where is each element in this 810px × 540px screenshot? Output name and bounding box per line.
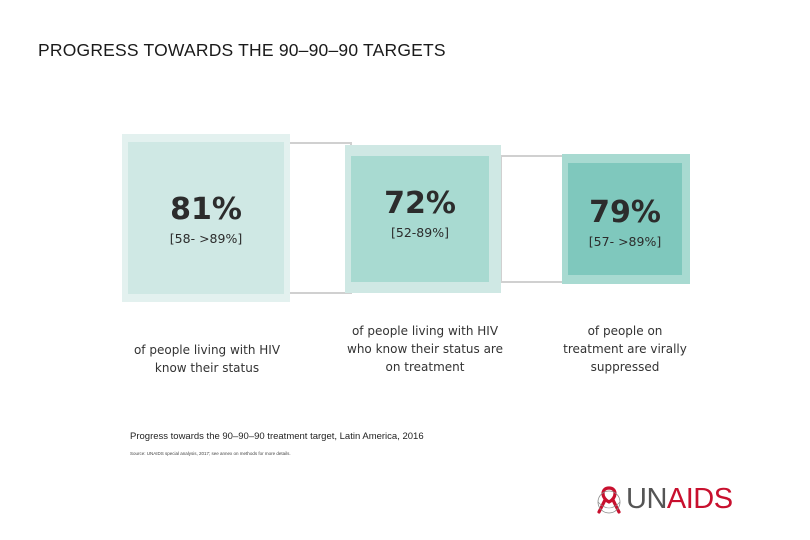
cascade-block-2-inner: 72% [52-89%] (351, 156, 489, 282)
cascade-description-line: treatment are virally (563, 342, 687, 356)
cascade-description-line: of people living with HIV (133, 343, 281, 357)
connector-1-2 (280, 142, 352, 294)
cascade-description-line: suppressed (590, 360, 660, 374)
cascade-block-3: 79% [57- >89%] (562, 154, 690, 284)
logo-text-un: UN (626, 482, 667, 515)
unaids-logo: UN AIDS (592, 482, 733, 516)
cascade-description-2: of people living with HIV who know their… (330, 322, 520, 376)
cascade-block-1-inner: 81% [58- >89%] (128, 142, 284, 294)
cascade-block-3-inner: 79% [57- >89%] (568, 163, 682, 275)
cascade-description-3: of people on treatment are virally suppr… (540, 322, 710, 376)
cascade-block-1: 81% [58- >89%] (122, 134, 290, 302)
unaids-emblem-icon (597, 486, 621, 514)
page-title: PROGRESS TOWARDS THE 90–90–90 TARGETS (38, 40, 446, 60)
cascade-range-1: [58- >89%] (169, 231, 243, 246)
cascade-range-2: [52-89%] (391, 225, 449, 240)
cascade-description-line: who know their status are (347, 342, 503, 356)
cascade-description-line: know their status (154, 361, 260, 375)
cascade-description-line: of people on (587, 324, 663, 338)
chart-source: Source: UNAIDS special analysis, 2017; s… (130, 451, 291, 456)
cascade-description-line: on treatment (385, 360, 465, 374)
cascade-value-2: 72% (384, 186, 456, 221)
cascade-value-3: 79% (589, 195, 661, 230)
connector-2-3 (500, 155, 568, 283)
cascade-block-2: 72% [52-89%] (345, 145, 501, 293)
logo-text-aids: AIDS (666, 482, 733, 515)
cascade-description-1: of people living with HIV know their sta… (112, 341, 302, 377)
cascade-range-3: [57- >89%] (588, 234, 662, 249)
chart-caption: Progress towards the 90–90–90 treatment … (130, 431, 424, 442)
cascade-description-line: of people living with HIV (351, 324, 499, 338)
cascade-value-1: 81% (170, 192, 242, 227)
